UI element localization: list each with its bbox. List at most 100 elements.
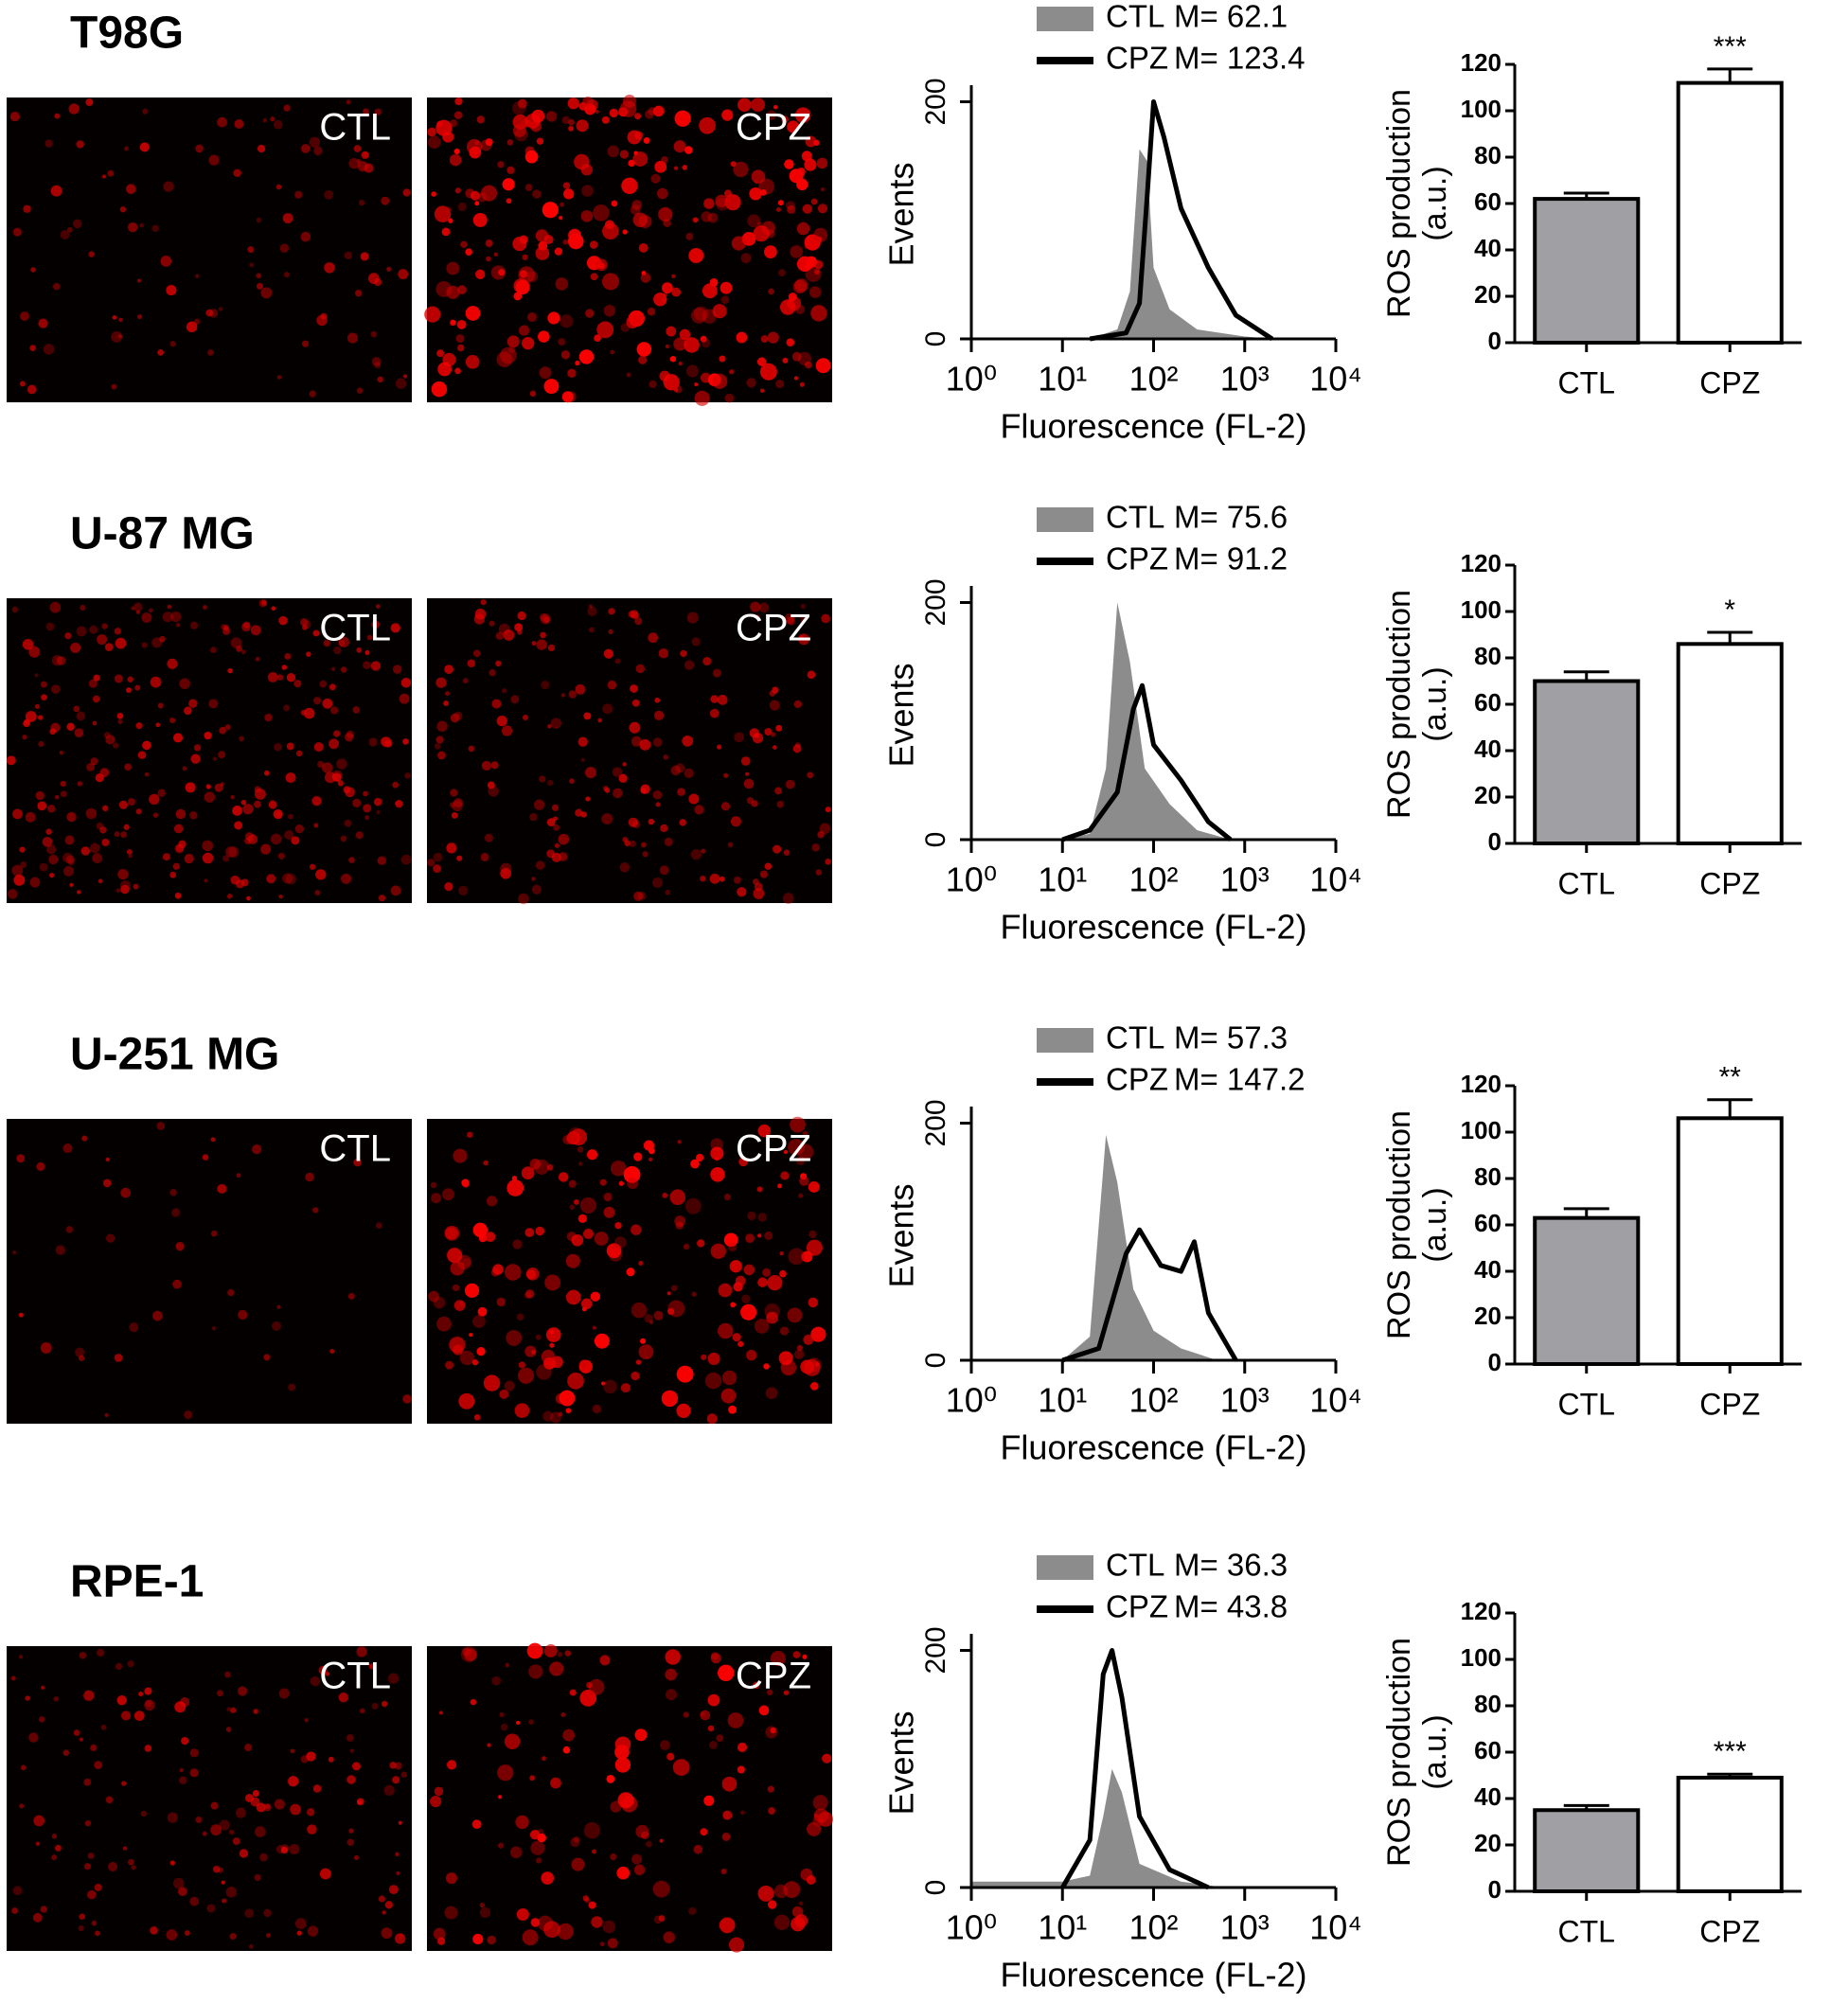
cell [263, 1354, 271, 1361]
cell [664, 837, 673, 846]
cell [485, 1232, 496, 1243]
cell [614, 1757, 631, 1773]
cell [374, 108, 382, 115]
cell [59, 751, 64, 755]
cell [373, 797, 382, 807]
cell [585, 796, 591, 802]
cell [765, 1387, 778, 1399]
y-tick-label: 200 [920, 1626, 951, 1674]
bar [1676, 80, 1784, 345]
cell [179, 678, 190, 689]
cell [133, 602, 143, 612]
cell [767, 1900, 777, 1909]
cell [473, 1413, 481, 1421]
cell [273, 119, 283, 130]
cell [355, 290, 363, 297]
cell [431, 1193, 442, 1204]
cell [619, 150, 629, 159]
cell [94, 1883, 102, 1891]
cell [453, 797, 464, 808]
cell [503, 629, 515, 641]
x-tick-label: 10² [1128, 860, 1178, 899]
cell [479, 1906, 491, 1919]
cell [500, 862, 512, 875]
cell [80, 604, 86, 612]
cell [562, 1135, 573, 1145]
cell [809, 1382, 819, 1391]
cell [435, 736, 444, 744]
cell [236, 1173, 241, 1179]
y-tick-label: 20 [1474, 280, 1502, 309]
micrograph-label: CPZ [736, 107, 811, 149]
x-tick-label: CTL [1558, 1914, 1615, 1948]
cell [816, 157, 828, 169]
cell [381, 1927, 393, 1940]
cell [454, 187, 461, 194]
cell-line-title: RPE-1 [70, 1557, 204, 1607]
cell [433, 1296, 446, 1309]
cell [707, 1693, 720, 1707]
cell [79, 1913, 85, 1920]
cell [133, 1711, 145, 1721]
cell [394, 1933, 406, 1944]
cell [718, 1322, 734, 1339]
cell [804, 361, 812, 369]
cell [378, 1895, 385, 1903]
cell [39, 862, 48, 872]
cell [133, 883, 139, 890]
cell [208, 699, 219, 709]
cell [111, 383, 117, 390]
cell [794, 1914, 808, 1928]
cell [709, 873, 720, 884]
cell [166, 1929, 178, 1941]
cell [184, 1409, 193, 1420]
cell [395, 378, 407, 389]
cell [105, 1157, 110, 1161]
cell [807, 670, 816, 680]
cell [453, 148, 460, 155]
cell [208, 154, 220, 166]
cell [719, 1917, 736, 1934]
y-axis-label: Events [882, 1711, 921, 1815]
x-tick-label: 10¹ [1038, 1381, 1087, 1420]
cell [344, 251, 353, 259]
cell [673, 337, 687, 351]
cell [578, 1161, 583, 1166]
cell [131, 606, 135, 611]
cell [575, 808, 583, 817]
y-tick-label: 60 [1474, 1736, 1502, 1764]
cell [117, 719, 123, 724]
cell [522, 1929, 539, 1946]
cell [364, 815, 370, 821]
micrograph-label: CPZ [736, 1128, 811, 1170]
cell [252, 1789, 259, 1798]
cell [169, 341, 176, 347]
cell [783, 1149, 789, 1155]
cell [550, 718, 562, 729]
cell [450, 119, 458, 128]
cell [377, 376, 383, 383]
cell [710, 695, 719, 703]
cell [710, 1167, 725, 1182]
cell [813, 259, 824, 270]
cell [479, 1903, 486, 1908]
cell [516, 1907, 529, 1922]
cell [808, 1181, 820, 1193]
cell [12, 1250, 17, 1255]
cell [283, 704, 291, 712]
cell [244, 1744, 253, 1752]
cell [306, 1751, 316, 1762]
x-tick-label: 10³ [1220, 1381, 1270, 1420]
cell [141, 612, 152, 623]
cell [593, 204, 610, 222]
cell [444, 882, 453, 892]
cell [522, 254, 528, 260]
cell [357, 1800, 362, 1805]
cell [630, 684, 638, 693]
cell [436, 1316, 452, 1332]
cell [613, 788, 623, 799]
cell [356, 158, 362, 164]
cell [346, 1838, 355, 1847]
legend-swatch [1037, 507, 1093, 532]
cell [786, 338, 795, 346]
